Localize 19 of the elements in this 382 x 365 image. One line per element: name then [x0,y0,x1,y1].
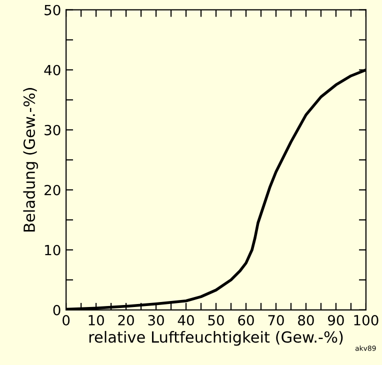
x-tick-label: 50 [208,314,224,326]
x-tick-label: 10 [88,314,104,326]
x-tick-label: 30 [148,314,164,326]
x-tick-label: 80 [298,314,314,326]
x-tick-label: 70 [268,314,284,326]
y-tick-label: 50 [44,4,60,16]
y-axis-title: Beladung (Gew.-%) [23,88,38,232]
x-tick-label: 100 [354,314,378,326]
x-tick-label: 0 [62,314,70,326]
y-tick-label: 10 [45,244,60,256]
x-tick-label: 60 [238,314,254,326]
y-tick-label: 30 [44,124,60,136]
x-tick-label: 40 [178,314,194,326]
y-tick-label: 20 [44,184,60,196]
x-tick-label: 20 [118,314,134,326]
x-tick-label: 90 [328,314,344,326]
y-tick-label: 40 [44,64,60,76]
y-tick-label: 0 [53,304,60,316]
x-axis-title: relative Luftfeuchtigkeit (Gew.-%) [89,330,343,346]
